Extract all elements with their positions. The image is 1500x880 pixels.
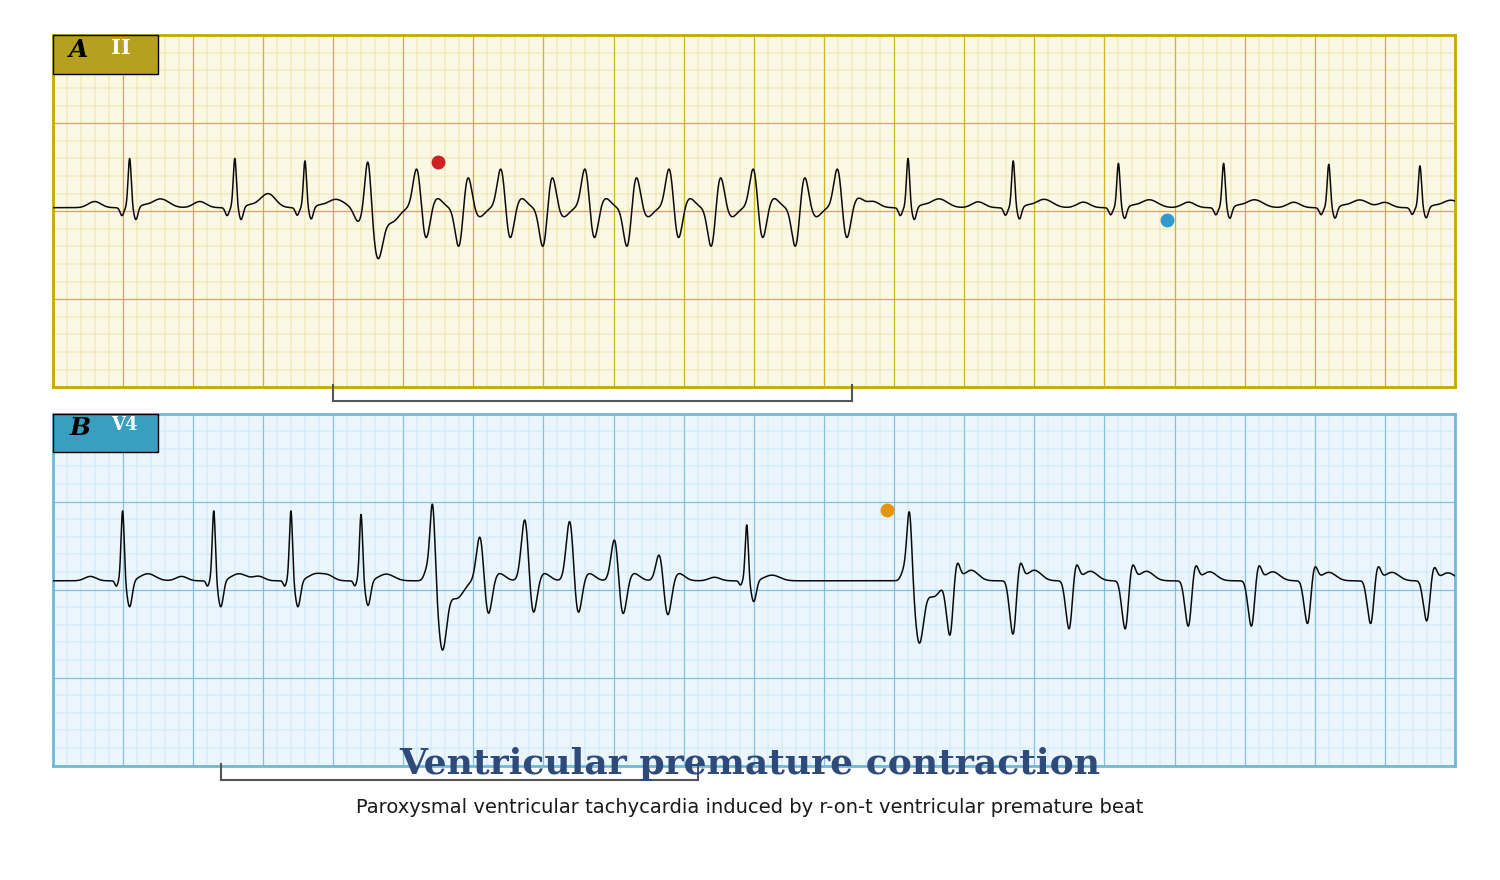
Text: A: A [69,38,88,62]
FancyBboxPatch shape [53,414,158,452]
Text: II: II [111,38,130,58]
Text: Ventricular premature contraction: Ventricular premature contraction [399,747,1101,781]
Text: shutterstock®: shutterstock® [60,835,286,863]
Text: V4: V4 [111,416,138,434]
FancyBboxPatch shape [53,35,158,74]
Text: B: B [69,416,90,440]
Text: Paroxysmal ventricular tachycardia induced by r-on-t ventricular premature beat: Paroxysmal ventricular tachycardia induc… [357,798,1143,818]
